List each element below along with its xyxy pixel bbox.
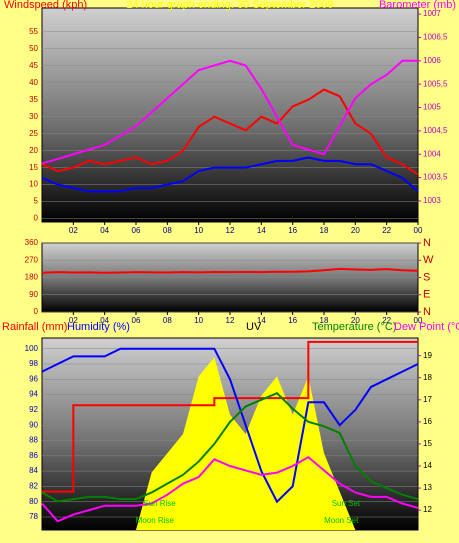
y-tick-label: 180 [25,273,39,282]
x-tick-label: 04 [100,226,109,235]
y-tick-label: 80 [29,497,38,506]
series-line [41,59,418,165]
y-tick-label: 55 [29,27,38,36]
y2-tick-label: E [423,289,430,301]
x-tick-label: 18 [320,226,329,235]
y2-axis-label: Barometer (mb) [379,0,456,11]
annotation: Sun Rise [143,499,176,508]
y2-tick-label: 13 [423,483,432,492]
x-tick-label: 02 [69,316,78,325]
x-tick-label: 20 [351,226,360,235]
y2-tick-label: 1006 [423,56,441,65]
y2-tick-label: 1005 [423,103,441,112]
series-label: Dew Point (°C) [394,321,459,333]
y2-tick-label: N [423,237,431,249]
y2-tick-label: 1004 [423,149,441,158]
y-tick-label: 96 [29,374,38,383]
y2-tick-label: 1007 [423,9,441,18]
series-label: Rainfall (mm) [2,321,67,333]
x-tick-label: 12 [226,226,235,235]
series-line [41,88,419,176]
y-tick-label: 0 [34,307,39,316]
y-tick-label: 50 [29,44,38,53]
x-tick-label: 02 [69,226,78,235]
annotation: Sun Set [332,499,361,508]
x-tick-label: 22 [382,316,391,325]
x-tick-label: 04 [100,316,109,325]
x-tick-label: 08 [163,226,172,235]
y-tick-label: 86 [29,451,38,460]
x-tick-label: 22 [382,226,391,235]
series-label: Temperature (°C) [312,321,396,333]
y-tick-label: 90 [29,420,38,429]
series-line [41,267,419,274]
plot-area [41,7,419,223]
y-tick-label: 40 [29,78,38,87]
x-tick-label: 00 [414,226,423,235]
y-tick-label: 35 [29,95,38,104]
x-tick-label: 14 [257,316,266,325]
y-tick-label: 270 [25,255,39,264]
x-tick-label: 06 [132,226,141,235]
x-tick-label: 16 [288,226,297,235]
y-tick-label: 94 [29,390,38,399]
y2-tick-label: 1004,5 [423,126,448,135]
uv-area [42,357,418,530]
y-tick-label: 20 [29,146,38,155]
chart-title: 24 hour graph ending: 30 September 2009 [126,0,333,11]
y-tick-label: 5 [34,197,39,206]
y-tick-label: 25 [29,129,38,138]
x-tick-label: 12 [226,316,235,325]
y2-tick-label: 1003 [423,196,441,205]
series-line [41,347,419,504]
y-tick-label: 10 [29,180,38,189]
y-tick-label: 88 [29,436,38,445]
y-axis-label: Windspeed (kph) [4,0,87,11]
y-tick-label: 92 [29,405,38,414]
y2-tick-label: 15 [423,439,432,448]
y-tick-label: 15 [29,163,38,172]
y2-tick-label: 1006,5 [423,33,448,42]
y-tick-label: 45 [29,61,38,70]
series-label: Humidity (%) [67,321,130,333]
y-tick-label: 100 [25,344,39,353]
y2-tick-label: 17 [423,395,432,404]
y-tick-label: 360 [25,238,39,247]
y2-tick-label: 1005,5 [423,79,448,88]
x-tick-label: 06 [132,316,141,325]
series-line [41,156,419,193]
series-line [41,391,419,503]
y2-tick-label: 12 [423,505,432,514]
y2-tick-label: 1003,5 [423,173,448,182]
x-tick-label: 20 [351,316,360,325]
y-tick-label: 78 [29,512,38,521]
annotation: Moon Set [324,516,359,525]
x-tick-label: 14 [257,226,266,235]
x-tick-label: 16 [288,316,297,325]
y-tick-label: 90 [29,290,38,299]
y2-tick-label: 18 [423,373,432,382]
y2-tick-label: N [423,306,431,318]
y2-tick-label: 19 [423,351,432,360]
y-tick-label: 98 [29,359,38,368]
y2-tick-label: 14 [423,461,432,470]
series-line [41,455,419,523]
y2-tick-label: S [423,271,430,283]
series-line [42,340,418,493]
y-tick-label: 0 [34,214,39,223]
y2-tick-label: 16 [423,417,432,426]
x-tick-label: 18 [320,316,329,325]
x-tick-label: 10 [194,316,203,325]
y2-tick-label: W [423,254,434,266]
x-tick-label: 08 [163,316,172,325]
x-tick-label: 10 [194,226,203,235]
series-label: UV [246,321,262,333]
annotation: Moon Rise [136,516,175,525]
y-tick-label: 84 [29,466,38,475]
y-tick-label: 30 [29,112,38,121]
x-tick-label: 00 [414,316,423,325]
y-tick-label: 82 [29,482,38,491]
